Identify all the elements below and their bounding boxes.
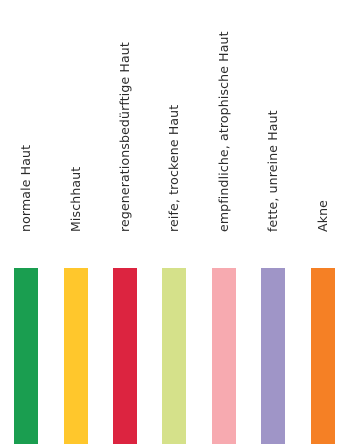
color-swatch <box>212 268 236 444</box>
color-swatch <box>113 268 137 444</box>
legend-label: fette, unreine Haut <box>264 109 280 232</box>
legend-label: normale Haut <box>17 144 33 232</box>
legend-item-akne: Akne <box>311 0 335 444</box>
color-swatch <box>311 268 335 444</box>
legend-label: Akne <box>314 199 330 232</box>
legend-item-mischhaut: Mischhaut <box>64 0 88 444</box>
legend-label: reife, trockene Haut <box>165 104 181 232</box>
legend-item-normale-haut: normale Haut <box>14 0 38 444</box>
legend-item-fette-unreine-haut: fette, unreine Haut <box>261 0 285 444</box>
color-swatch <box>14 268 38 444</box>
legend-label: Mischhaut <box>67 166 83 232</box>
legend-label: empfindliche, atrophische Haut <box>215 30 231 232</box>
color-swatch <box>162 268 186 444</box>
legend-item-empfindliche-atrophische-haut: empfindliche, atrophische Haut <box>212 0 236 444</box>
color-swatch <box>64 268 88 444</box>
legend-item-reife-trockene-haut: reife, trockene Haut <box>162 0 186 444</box>
legend-label: regenerationsbedürftige Haut <box>116 41 132 232</box>
legend-item-regenerationsbeduerftige-haut: regenerationsbedürftige Haut <box>113 0 137 444</box>
color-swatch <box>261 268 285 444</box>
